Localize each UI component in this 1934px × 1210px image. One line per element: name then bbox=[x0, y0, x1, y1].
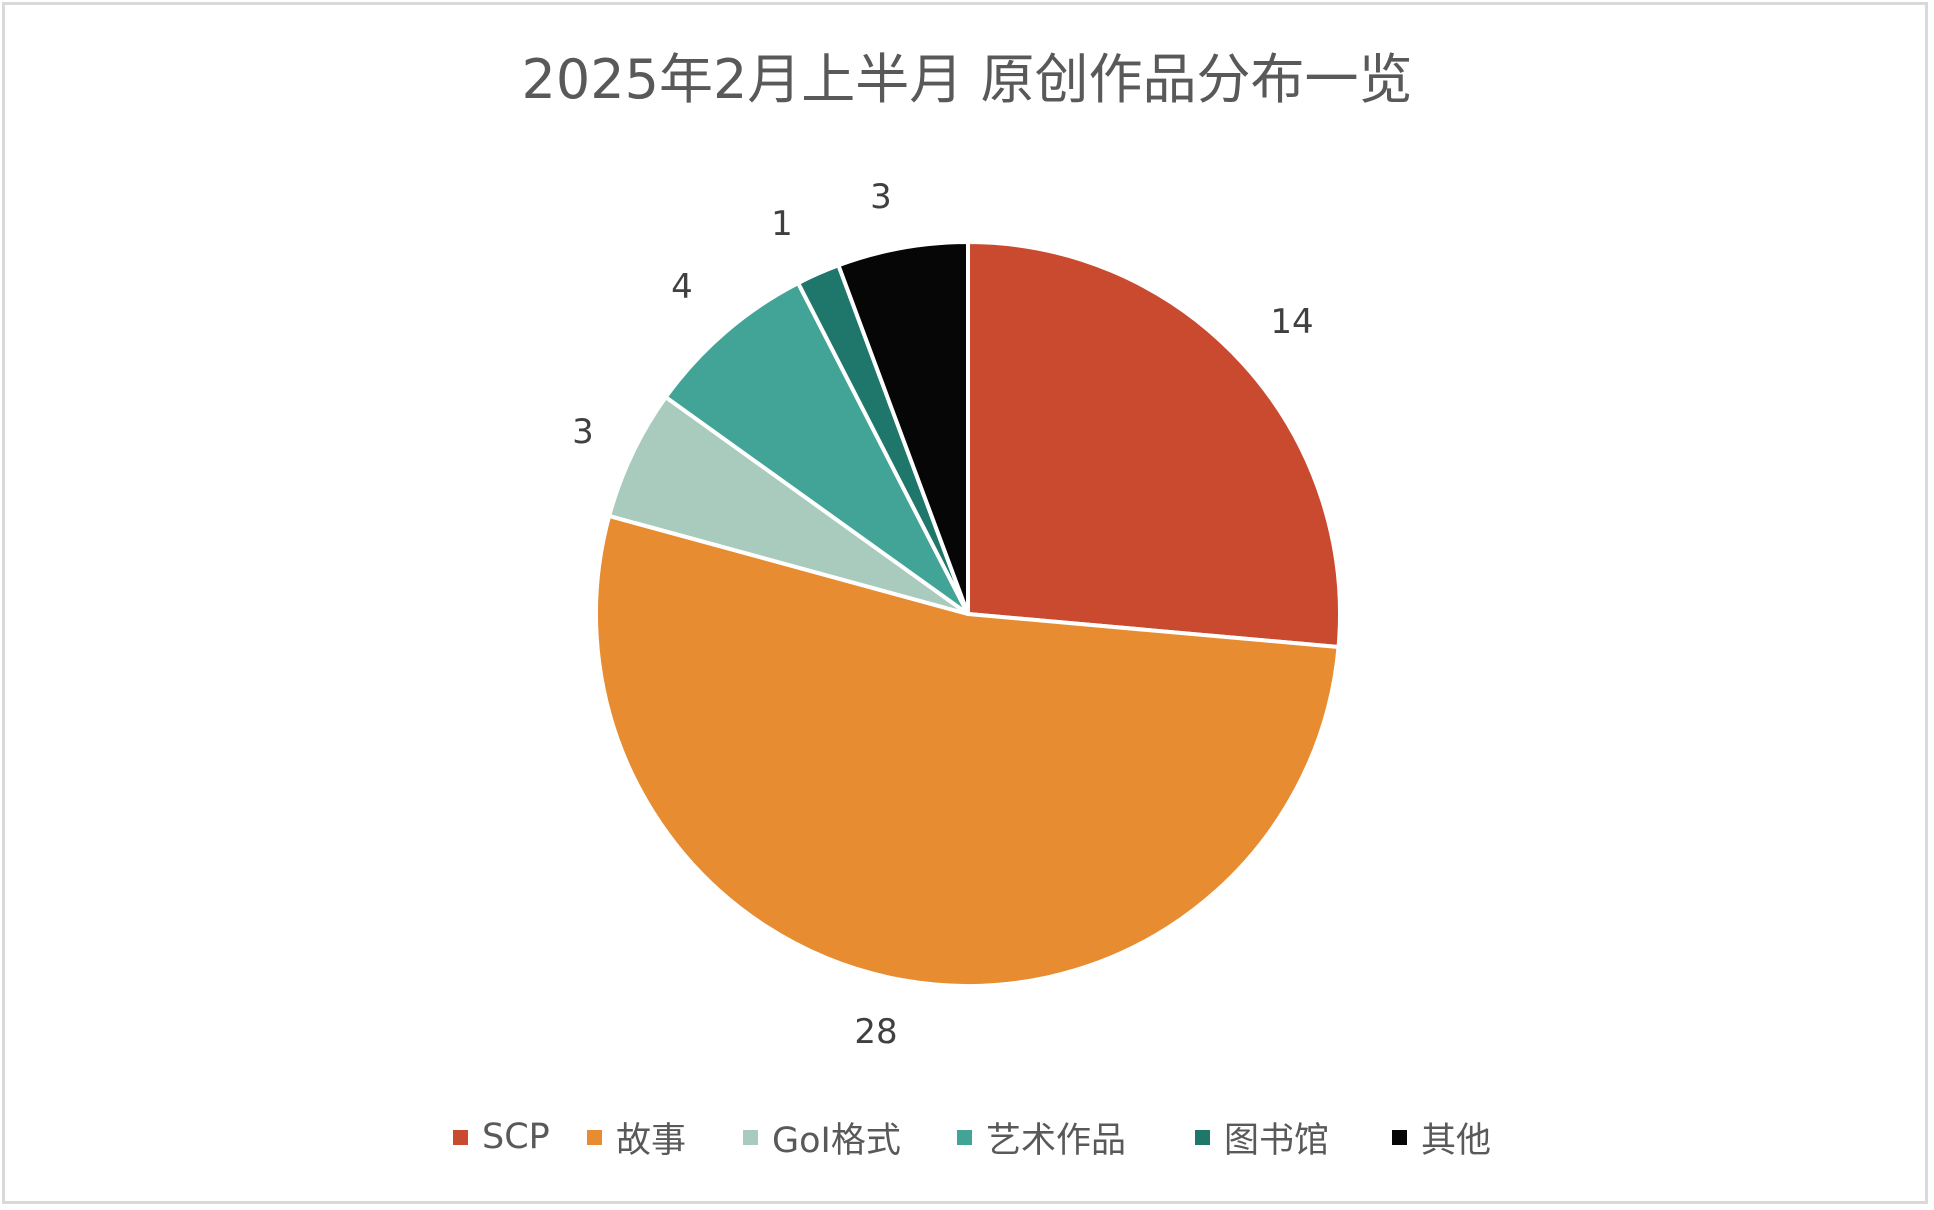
legend-label: 艺术作品 bbox=[986, 1120, 1127, 1161]
legend-swatch-icon bbox=[587, 1129, 602, 1145]
legend-item-art[interactable]: 艺术作品 bbox=[957, 1112, 1126, 1162]
data-label-story: 28 bbox=[854, 1012, 898, 1052]
pie-slice-other[interactable] bbox=[836, 240, 970, 616]
legend-label: 故事 bbox=[616, 1120, 687, 1161]
chart-legend: SCP 故事 GoI格式 艺术作品 图书馆 其他 bbox=[0, 1112, 1934, 1162]
legend-item-goi[interactable]: GoI格式 bbox=[743, 1112, 901, 1162]
pie-slice-story[interactable] bbox=[594, 513, 1341, 988]
data-label-scp: 14 bbox=[1270, 302, 1314, 342]
legend-item-story[interactable]: 故事 bbox=[587, 1112, 686, 1162]
legend-label: 其他 bbox=[1421, 1120, 1492, 1161]
legend-swatch-icon bbox=[1392, 1129, 1407, 1145]
pie-slice-scp[interactable] bbox=[966, 240, 1342, 650]
data-label-other: 3 bbox=[870, 177, 892, 217]
legend-swatch-icon bbox=[957, 1129, 972, 1145]
pie-slice-goi[interactable] bbox=[607, 395, 970, 616]
legend-label: SCP bbox=[482, 1117, 550, 1157]
legend-item-library[interactable]: 图书馆 bbox=[1195, 1112, 1329, 1162]
data-label-goi: 3 bbox=[572, 412, 594, 452]
legend-item-scp[interactable]: SCP bbox=[453, 1112, 550, 1162]
pie-slice-art[interactable] bbox=[663, 281, 970, 616]
data-label-library: 1 bbox=[771, 204, 793, 244]
legend-label: GoI格式 bbox=[772, 1120, 901, 1161]
legend-item-other[interactable]: 其他 bbox=[1392, 1112, 1491, 1162]
legend-swatch-icon bbox=[1195, 1129, 1210, 1145]
data-label-art: 4 bbox=[671, 267, 693, 307]
legend-swatch-icon bbox=[743, 1129, 758, 1145]
legend-swatch-icon bbox=[453, 1129, 468, 1145]
legend-label: 图书馆 bbox=[1224, 1120, 1330, 1161]
chart-title: 2025年2月上半月 原创作品分布一览 bbox=[521, 48, 1413, 111]
